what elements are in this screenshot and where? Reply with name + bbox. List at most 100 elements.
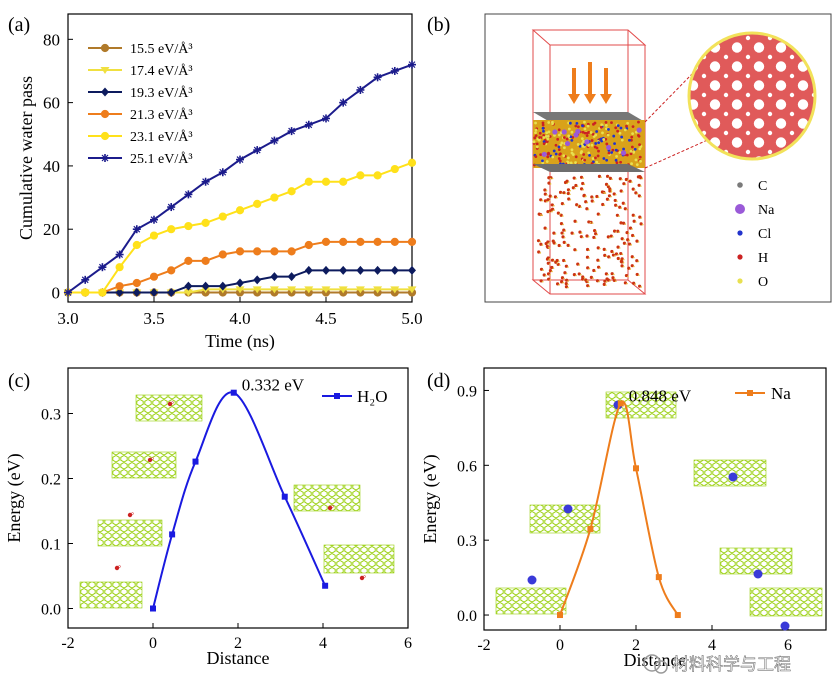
chart-a-point	[218, 168, 227, 177]
chart-a-xtick-label: 4.5	[315, 309, 336, 328]
chart-a-point	[184, 256, 193, 265]
chart-a-point	[167, 225, 176, 234]
chart-a-ytick-label: 40	[43, 157, 60, 176]
atom-legend-marker	[737, 182, 743, 188]
chart-a-point	[81, 288, 90, 297]
chart-a-cumulative-water: 3.0 3.5 4.0 4.5 5.0 0 20 40 60 80 Time (ns) Cumulat…	[16, 13, 423, 352]
chart-a-legend-label: 25.1 eV/Å³	[130, 151, 193, 167]
chart-a-point	[64, 288, 72, 297]
chart-a-point	[339, 177, 348, 186]
chart-a-point	[184, 190, 193, 199]
chart-a-point	[390, 265, 399, 275]
passed-water-molecules	[536, 174, 644, 289]
chart-d-xlabel: Distance	[624, 650, 687, 670]
panel-label-a: (a)	[8, 14, 30, 36]
chart-d-xtick-label: 2	[632, 637, 640, 654]
chart-a-legend-marker	[100, 67, 110, 74]
chart-a-point	[218, 212, 227, 221]
chart-a-point	[270, 136, 279, 145]
chart-a-ylabel: Cumulative water pass	[16, 76, 36, 240]
chart-a-point	[201, 281, 210, 291]
sodium-ion-icon	[753, 569, 763, 579]
chart-c-point	[192, 458, 199, 465]
graphene-snapshot	[293, 484, 361, 512]
chart-a-xlabel: Time (ns)	[205, 331, 275, 352]
watermark-text: 材料科学与工程	[672, 655, 791, 674]
chart-a-point	[149, 272, 159, 281]
chart-d-ytick-label: 0.0	[457, 608, 477, 625]
chart-c-annotation: 0.332 eV	[242, 376, 305, 395]
membrane-zoom-circle	[687, 31, 817, 161]
chart-a-point	[407, 237, 417, 246]
chart-d-point	[617, 400, 624, 407]
chart-a-point	[132, 240, 141, 250]
chart-c-ylabel: Energy (eV)	[4, 453, 25, 542]
chart-c-legend-marker	[334, 393, 340, 399]
chart-a-legend-marker	[100, 131, 110, 141]
chart-a-point	[201, 256, 210, 265]
chart-d-point	[587, 525, 594, 532]
chart-a-point	[408, 60, 416, 69]
chart-a-point	[167, 288, 176, 298]
atom-legend-marker	[735, 204, 745, 214]
chart-a-point	[150, 288, 158, 298]
chart-a-point	[356, 265, 365, 275]
chart-a-point	[373, 265, 382, 275]
chart-a-point	[184, 221, 193, 231]
chart-a-xtick-label: 3.0	[57, 309, 78, 328]
chart-a-point	[321, 286, 331, 294]
panel-label-d: (d)	[427, 370, 450, 392]
salt-solution-slab	[533, 120, 645, 168]
chart-a-legend-marker	[101, 154, 109, 162]
chart-c-point	[169, 531, 176, 538]
chart-c-ytick-label: 0.3	[41, 407, 61, 424]
zoom-line-top	[644, 71, 695, 123]
chart-d-ytick-label: 0.9	[457, 383, 477, 400]
top-graphene-sheet	[533, 112, 645, 122]
atom-legend-label: Na	[758, 203, 775, 218]
chart-d-point	[633, 465, 639, 472]
chart-a-legend-label: 21.3 eV/Å³	[130, 107, 193, 123]
wechat-icon	[643, 654, 661, 672]
graphene-snapshot	[135, 394, 203, 422]
graphene-snapshot	[719, 547, 793, 575]
chart-a-point	[183, 289, 193, 297]
chart-a-point	[287, 286, 297, 294]
chart-c-legend-label: H₂O	[357, 387, 387, 406]
chart-a-point	[235, 286, 245, 294]
chart-a-point	[321, 237, 331, 246]
chart-a-point	[356, 237, 365, 246]
chart-a-point	[287, 127, 296, 136]
chart-a-point	[270, 247, 279, 256]
chart-a-point	[304, 286, 314, 294]
chart-a-legend-marker	[100, 109, 110, 119]
chart-c-xtick-label: 0	[149, 635, 157, 652]
chart-a-legend-label: 17.4 eV/Å³	[130, 63, 193, 79]
atom-legend-label: Cl	[758, 227, 771, 242]
graphene-snapshot	[495, 587, 567, 615]
chart-d-xtick-label: 6	[784, 637, 792, 654]
md-simulation-diagram: C Na Cl HO	[484, 13, 832, 303]
chart-a-point	[322, 265, 330, 275]
chart-a-legend-label: 15.5 eV/Å³	[130, 41, 193, 57]
graphene-snapshot	[111, 451, 177, 479]
sodium-ion-icon	[728, 472, 738, 482]
chart-d-xtick-label: 4	[708, 637, 716, 654]
chart-a-point	[115, 263, 124, 272]
chart-a-point	[81, 275, 90, 284]
chart-a-point	[339, 98, 348, 107]
chart-c-ytick-label: 0.0	[41, 602, 61, 619]
panel-label-c: (c)	[8, 370, 30, 392]
chart-a-point	[115, 250, 124, 259]
chart-a-point	[167, 266, 176, 275]
chart-d-frame	[483, 367, 827, 631]
chart-c-ytick-label: 0.1	[41, 537, 61, 554]
chart-a-point	[98, 288, 107, 297]
chart-d-ytick-label: 0.6	[457, 458, 477, 475]
chart-a-legend-marker	[101, 87, 109, 97]
graphene-snapshot	[97, 519, 163, 547]
chart-a-legend-label: 19.3 eV/Å³	[130, 85, 193, 101]
chart-a-point	[269, 286, 279, 294]
chart-d-ylabel: Energy (eV)	[420, 454, 441, 543]
